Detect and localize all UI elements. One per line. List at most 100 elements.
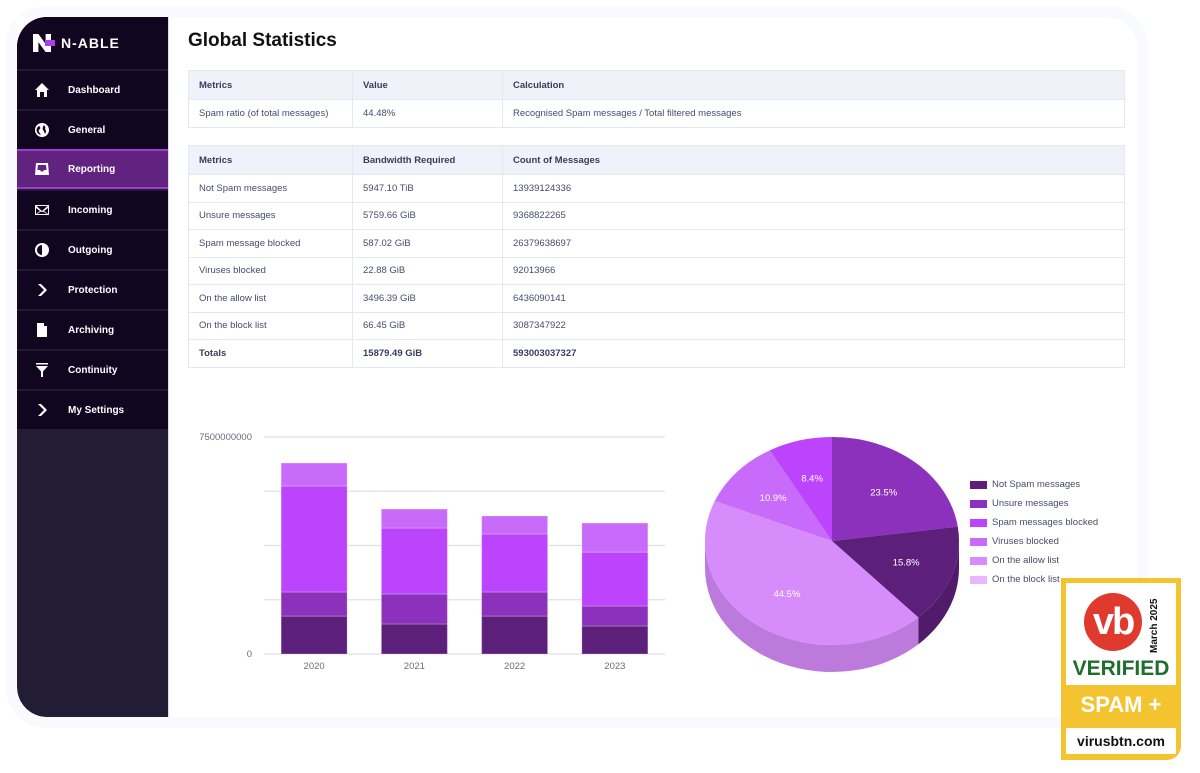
value-cell: 44.48% xyxy=(352,99,503,128)
legend-item[interactable]: On the allow list xyxy=(970,551,1098,570)
sidebar-item-reporting[interactable]: Reporting xyxy=(17,149,168,189)
bar-segment[interactable] xyxy=(280,485,348,593)
bar-segment[interactable] xyxy=(380,623,448,655)
ratio-table: Metrics Value Calculation Spam ratio (of… xyxy=(188,70,1125,128)
x-tick-label: 2021 xyxy=(404,661,425,672)
pie-slice[interactable] xyxy=(769,437,832,541)
pie-slice[interactable] xyxy=(714,450,832,541)
sidebar-item-label: General xyxy=(68,124,106,136)
legend-item[interactable]: Unsure messages xyxy=(970,494,1098,513)
pie-slice-label: 10.9% xyxy=(760,493,787,504)
bar-segment[interactable] xyxy=(280,462,348,487)
table-row: On the block list 66.45 GiB 3087347922 xyxy=(188,311,1125,340)
y-tick-label: 17500000000 xyxy=(200,432,252,443)
sidebar-item-general[interactable]: General xyxy=(17,109,168,149)
table-row: Spam message blocked 587.02 GiB 2637963869… xyxy=(188,229,1125,258)
pie-slice-side xyxy=(918,541,959,645)
metric-cell: Unsure messages xyxy=(188,201,353,230)
bar-segment[interactable] xyxy=(481,591,549,617)
legend-item[interactable]: On the block list xyxy=(970,570,1098,589)
legend-label: Viruses blocked xyxy=(992,536,1059,547)
bar-segment[interactable] xyxy=(581,522,649,553)
badge-verified: VERIFIED xyxy=(1072,657,1170,680)
sidebar-item-label: My Settings xyxy=(68,404,125,416)
pie-slice-side xyxy=(705,541,919,672)
legend-label: Not Spam messages xyxy=(992,479,1081,490)
table-header-row: Metrics Bandwidth Required Count of Mess… xyxy=(188,145,1125,175)
bar-segment[interactable] xyxy=(280,591,348,617)
bar-segment[interactable] xyxy=(581,605,649,627)
legend-item[interactable]: Viruses blocked xyxy=(970,532,1098,551)
bar-segment[interactable] xyxy=(380,508,448,529)
x-tick-label: 2022 xyxy=(504,661,525,672)
totals-row: Totals 15879.49 GiB 593003037327 xyxy=(188,339,1125,368)
chevron-right-icon xyxy=(34,402,50,418)
pie-slice-label: 23.5% xyxy=(870,487,897,498)
legend-label: Spam messages blocked xyxy=(992,517,1099,528)
legend-item[interactable]: Not Spam messages xyxy=(970,475,1098,494)
sidebar-item-continuity[interactable]: Continuity xyxy=(17,349,168,389)
globe-icon xyxy=(34,122,50,138)
bandwidth-cell: 66.45 GiB xyxy=(352,311,503,340)
pie-chart: 23.5% 15.8% 44.5% 10.9% 8.4% xyxy=(705,437,959,672)
totals-bandwidth: 15879.49 GiB xyxy=(352,339,503,368)
document-icon xyxy=(34,322,50,338)
count-cell: 6436090141 xyxy=(502,284,1125,313)
sidebar-item-label: Dashboard xyxy=(68,84,121,96)
bar-segment[interactable] xyxy=(380,527,448,595)
sidebar-item-protection[interactable]: Protection xyxy=(17,269,168,309)
count-cell: 9368822265 xyxy=(502,201,1125,230)
count-cell: 26379638697 xyxy=(502,229,1125,258)
bar-segment[interactable] xyxy=(481,615,549,655)
legend-item[interactable]: Spam messages blocked xyxy=(970,513,1098,532)
sidebar-item-outgoing[interactable]: Outgoing xyxy=(17,229,168,269)
sidebar-item-archiving[interactable]: Archiving xyxy=(17,309,168,349)
bar-segment[interactable] xyxy=(481,515,549,535)
bar-segment[interactable] xyxy=(380,593,448,625)
sidebar-item-dashboard[interactable]: Dashboard xyxy=(17,69,168,109)
legend-swatch xyxy=(970,556,987,565)
sidebar-item-my-settings[interactable]: My Settings xyxy=(17,389,168,429)
bandwidth-cell: 22.88 GiB xyxy=(352,256,503,285)
brand-logo[interactable]: N-ABLE xyxy=(17,17,168,69)
bar-segment[interactable] xyxy=(581,551,649,607)
app-window: N-ABLE Dashboard General Reporting Incoming… xyxy=(17,17,1137,717)
table-row: Unsure messages 5759.66 GiB 9368822265 xyxy=(188,201,1125,230)
badge-date: March 2025 xyxy=(1149,598,1160,654)
bar-segment[interactable] xyxy=(280,615,348,655)
sidebar-item-incoming[interactable]: Incoming xyxy=(17,189,168,229)
column-header: Calculation xyxy=(502,70,1125,100)
bandwidth-cell: 5947.10 TiB xyxy=(352,174,503,203)
legend-swatch xyxy=(970,480,987,489)
legend-label: On the block list xyxy=(992,574,1060,585)
bandwidth-cell: 3496.39 GiB xyxy=(352,284,503,313)
sidebar-item-label: Reporting xyxy=(68,163,116,175)
x-tick-label: 2020 xyxy=(304,661,325,672)
vb-verified-badge: vb March 2025 VERIFIED SPAM + virusbtn.c… xyxy=(1061,578,1181,760)
bar-segment[interactable] xyxy=(581,625,649,655)
sidebar-item-label: Protection xyxy=(68,284,118,296)
column-header: Metrics xyxy=(188,145,353,175)
column-header: Bandwidth Required xyxy=(352,145,503,175)
badge-site: virusbtn.com xyxy=(1066,728,1176,754)
envelope-icon xyxy=(34,202,50,218)
stats-table: Metrics Bandwidth Required Count of Mess… xyxy=(188,145,1125,368)
pie-slice[interactable] xyxy=(832,437,958,541)
metric-cell: Spam ratio (of total messages) xyxy=(188,99,353,128)
inbox-tray-icon xyxy=(34,161,50,177)
legend-swatch xyxy=(970,537,987,546)
count-cell: 13939124336 xyxy=(502,174,1125,203)
table-row: Viruses blocked 22.88 GiB 92013966 xyxy=(188,256,1125,285)
bandwidth-cell: 587.02 GiB xyxy=(352,229,503,258)
bandwidth-cell: 5759.66 GiB xyxy=(352,201,503,230)
table-row: On the allow list 3496.39 GiB 6436090141 xyxy=(188,284,1125,313)
pie-slice[interactable] xyxy=(705,501,919,645)
bar-segment[interactable] xyxy=(481,533,549,593)
metric-cell: Not Spam messages xyxy=(188,174,353,203)
sidebar-item-label: Continuity xyxy=(68,364,118,376)
metric-cell: On the block list xyxy=(188,311,353,340)
pie-slice[interactable] xyxy=(832,526,959,618)
count-cell: 3087347922 xyxy=(502,311,1125,340)
pie-slice-label: 44.5% xyxy=(773,589,800,600)
y-tick-label: 0 xyxy=(247,649,252,660)
